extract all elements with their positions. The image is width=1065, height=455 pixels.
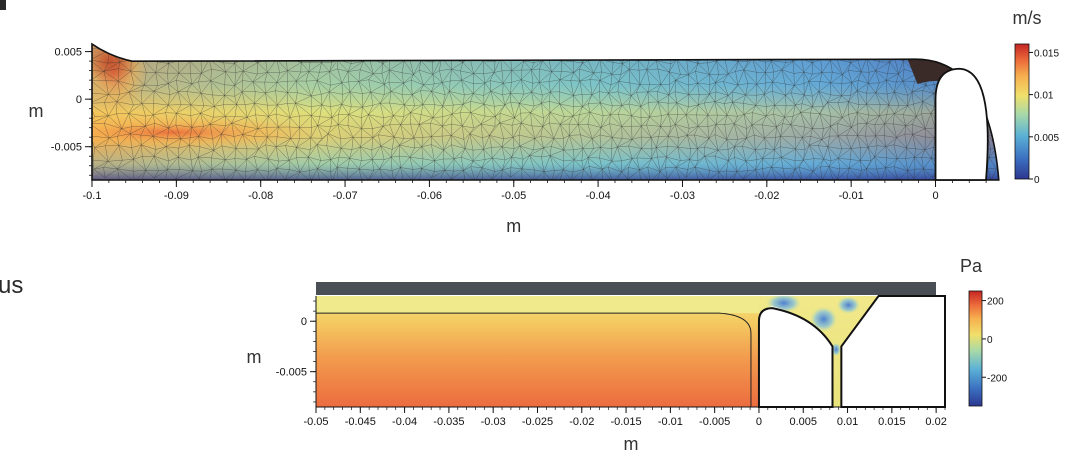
pressure-x-tick-label: -0.03 <box>481 416 506 428</box>
velocity-x-tick-label: -0.09 <box>164 190 189 202</box>
pressure-unit-label: Pa <box>960 256 983 276</box>
left-text-fragment: us <box>0 272 23 299</box>
velocity-x-tick-label: -0.04 <box>586 190 611 202</box>
velocity-x-tick-label: -0.08 <box>248 190 273 202</box>
velocity-x-tick-label: 0 <box>932 190 938 202</box>
pressure-x-tick-label: 0.02 <box>925 416 946 428</box>
pressure-x-tick-label: 0.015 <box>878 416 906 428</box>
pressure-y-tick-label: -0.005 <box>276 367 307 379</box>
velocity-colorbar-tick-label: 0.015 <box>1034 48 1059 59</box>
top-left-fragment <box>0 0 6 10</box>
pressure-y-tick-label: 0 <box>301 316 307 328</box>
pressure-colorbar-tick-label: 200 <box>987 297 1004 308</box>
pressure-x-tick-label: -0.01 <box>658 416 683 428</box>
pressure-x-tick-label: 0 <box>756 416 762 428</box>
lower-hot-region <box>92 116 322 149</box>
velocity-colorbar-tick-label: 0.01 <box>1034 91 1054 102</box>
velocity-x-tick-label: -0.07 <box>333 190 358 202</box>
pressure-x-tick-label: -0.04 <box>392 416 417 428</box>
low-pressure-blob-4 <box>831 342 842 357</box>
pressure-top-band <box>316 296 769 314</box>
velocity-axes: -0.1 -0.09 -0.08 -0.07 -0.06 -0.05 -0.04 -0.03 -… <box>51 44 999 202</box>
pressure-x-tick-label: -0.035 <box>433 416 464 428</box>
pressure-colorbar-gradient <box>968 290 983 407</box>
velocity-domain-outline <box>91 42 1000 181</box>
pressure-colorbar: 200 0 -200 <box>968 290 1007 407</box>
pressure-x-tick-label: -0.005 <box>699 416 730 428</box>
velocity-x-tick-label: -0.03 <box>670 190 695 202</box>
velocity-x-tick-label: -0.06 <box>417 190 442 202</box>
velocity-x-tick-label: -0.05 <box>501 190 526 202</box>
pressure-x-tick-label: -0.015 <box>610 416 641 428</box>
velocity-colorbar: 0.015 0.01 0.005 0 <box>1014 43 1059 186</box>
pressure-x-tick-label: 0.01 <box>837 416 858 428</box>
pressure-axes: -0.05 -0.045 -0.04 -0.035 -0.03 -0.025 -0.02 -0… <box>276 296 947 428</box>
pressure-x-tick-label: 0.005 <box>789 416 817 428</box>
velocity-colorbar-tick-label: 0 <box>1034 175 1040 186</box>
velocity-colorbar-tick-label: 0.005 <box>1034 133 1059 144</box>
pressure-x-tick-label: -0.02 <box>569 416 594 428</box>
velocity-ylabel: m <box>29 101 44 121</box>
pressure-xlabel: m <box>624 434 639 454</box>
pressure-x-tick-label: -0.05 <box>303 416 328 428</box>
velocity-unit-label: m/s <box>1013 8 1042 28</box>
pressure-chart: -0.05 -0.045 -0.04 -0.035 -0.03 -0.025 -0.02 -0… <box>247 256 1008 454</box>
velocity-x-tick-label: -0.1 <box>83 190 102 202</box>
pressure-left-field <box>316 296 759 407</box>
pressure-field <box>316 295 946 408</box>
pressure-colorbar-tick-label: -200 <box>987 373 1007 384</box>
velocity-chart: -0.1 -0.09 -0.08 -0.07 -0.06 -0.05 -0.04 -0.03 -… <box>29 8 1060 236</box>
pressure-x-tick-label: -0.025 <box>522 416 553 428</box>
pressure-ylabel: m <box>247 347 262 367</box>
velocity-xlabel: m <box>506 216 521 236</box>
pressure-top-bar <box>316 282 936 295</box>
low-pressure-blob-3 <box>836 296 861 315</box>
pressure-contour-line <box>316 312 752 407</box>
velocity-y-tick-label: 0.005 <box>54 47 82 59</box>
obstacle-shape <box>934 67 989 181</box>
velocity-y-tick-label: -0.005 <box>51 142 82 154</box>
low-pressure-blob-2 <box>809 306 838 333</box>
velocity-x-tick-label: -0.01 <box>839 190 864 202</box>
velocity-colorbar-gradient <box>1014 43 1030 180</box>
velocity-x-tick-label: -0.02 <box>754 190 779 202</box>
pressure-x-tick-label: -0.045 <box>345 416 376 428</box>
pressure-colorbar-tick-label: 0 <box>987 335 993 346</box>
velocity-field <box>92 44 999 180</box>
velocity-y-tick-label: 0 <box>76 94 82 106</box>
